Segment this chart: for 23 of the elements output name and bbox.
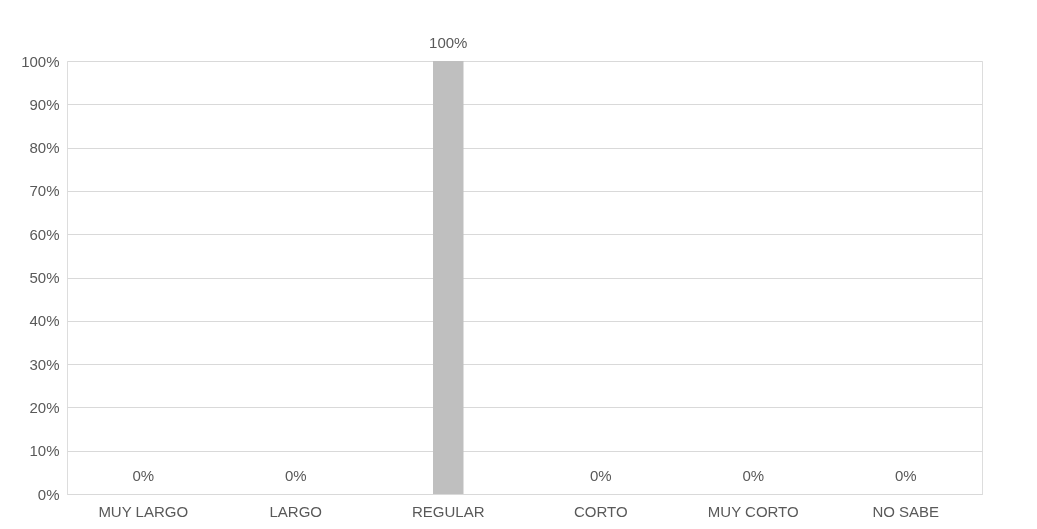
data-label: 0%	[132, 467, 155, 484]
x-tick-label: LARGO	[269, 502, 323, 520]
data-label: 0%	[284, 467, 307, 484]
x-tick-label: CORTO	[573, 502, 628, 520]
data-label: 0%	[589, 467, 612, 484]
data-label: 100%	[429, 34, 468, 51]
x-tick-label: MUY CORTO	[707, 502, 799, 520]
y-tick-label: 90%	[29, 95, 60, 113]
y-tick-label: 0%	[37, 485, 60, 503]
y-tick-label: 40%	[29, 312, 60, 330]
y-tick-label: 50%	[29, 269, 60, 286]
y-tick-label: 70%	[29, 182, 60, 200]
y-tick-label: 10%	[29, 442, 60, 460]
x-tick-label: MUY LARGO	[98, 502, 189, 520]
y-tick-label: 80%	[29, 139, 60, 157]
y-tick-label: 30%	[29, 355, 60, 373]
data-label: 0%	[742, 467, 765, 484]
data-label: 0%	[894, 467, 917, 484]
y-tick-label: 100%	[21, 52, 60, 70]
x-tick-label: REGULAR	[411, 502, 485, 520]
y-tick-label: 20%	[29, 398, 60, 416]
y-tick-label: 60%	[29, 225, 60, 243]
x-tick-label: NO SABE	[872, 502, 940, 520]
